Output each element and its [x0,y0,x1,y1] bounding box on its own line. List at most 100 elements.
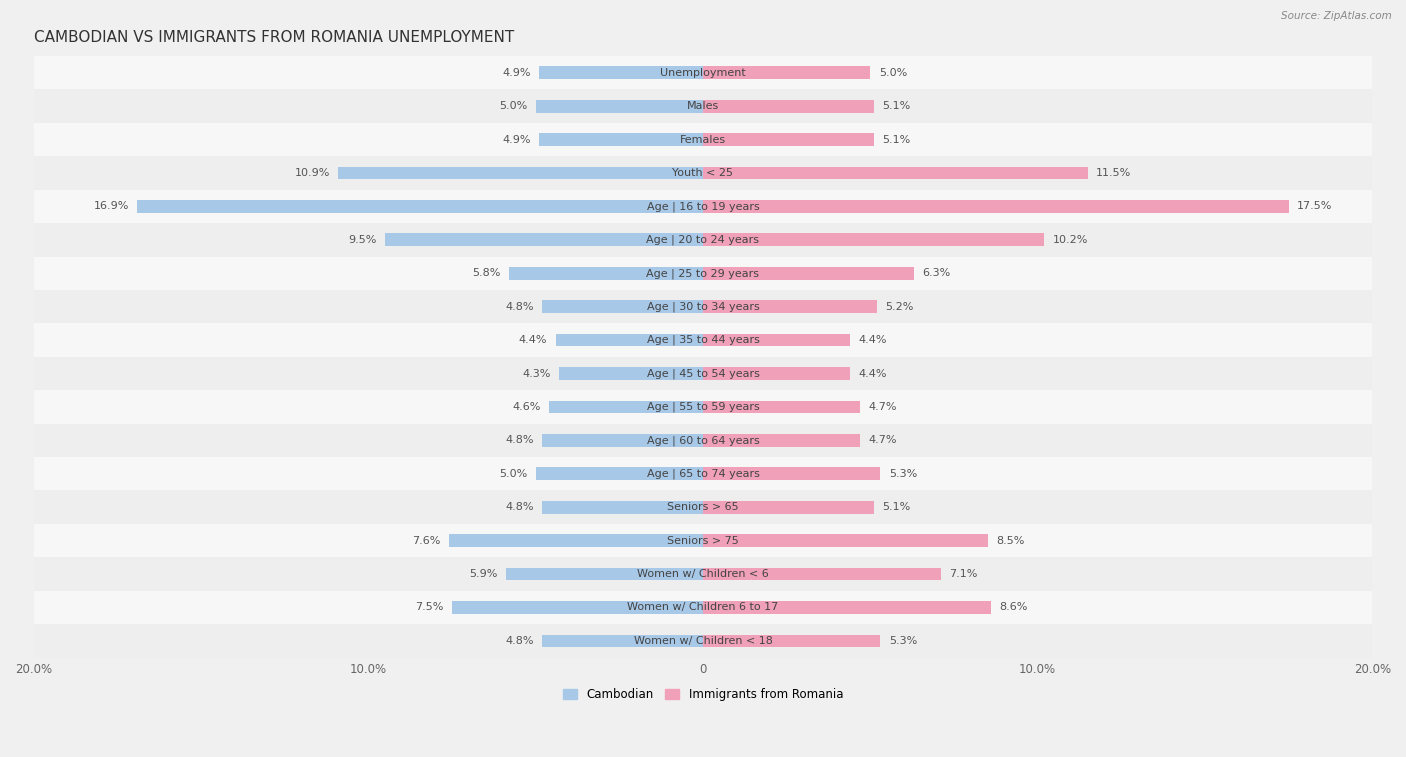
Bar [34,557,1372,590]
Text: 4.4%: 4.4% [519,335,547,345]
Text: Age | 16 to 19 years: Age | 16 to 19 years [647,201,759,212]
Bar [703,334,851,347]
Bar [34,625,1372,658]
Bar [543,634,703,647]
Text: 4.8%: 4.8% [506,302,534,312]
Bar [34,56,1372,89]
Text: Age | 45 to 54 years: Age | 45 to 54 years [647,368,759,378]
Bar [703,501,873,513]
Text: 7.5%: 7.5% [415,603,443,612]
Text: Women w/ Children < 18: Women w/ Children < 18 [634,636,772,646]
Text: 5.1%: 5.1% [882,135,910,145]
Bar [339,167,703,179]
Bar [703,233,1045,246]
Bar [536,467,703,480]
Bar [703,100,873,113]
Bar [34,390,1372,424]
Text: 4.9%: 4.9% [502,67,530,78]
Bar [560,367,703,380]
Bar [34,89,1372,123]
Text: 4.9%: 4.9% [502,135,530,145]
Text: 6.3%: 6.3% [922,268,950,279]
Bar [34,190,1372,223]
Text: Age | 30 to 34 years: Age | 30 to 34 years [647,301,759,312]
Text: Women w/ Children < 6: Women w/ Children < 6 [637,569,769,579]
Text: Youth < 25: Youth < 25 [672,168,734,178]
Text: 5.1%: 5.1% [882,502,910,512]
Text: 7.6%: 7.6% [412,536,440,546]
Text: Age | 25 to 29 years: Age | 25 to 29 years [647,268,759,279]
Bar [703,634,880,647]
Text: 16.9%: 16.9% [94,201,129,211]
Bar [506,568,703,581]
Bar [34,257,1372,290]
Text: 4.7%: 4.7% [869,435,897,445]
Bar [34,123,1372,156]
Bar [34,323,1372,357]
Text: 4.8%: 4.8% [506,435,534,445]
Text: CAMBODIAN VS IMMIGRANTS FROM ROMANIA UNEMPLOYMENT: CAMBODIAN VS IMMIGRANTS FROM ROMANIA UNE… [34,30,513,45]
Text: 5.0%: 5.0% [499,101,527,111]
Bar [34,223,1372,257]
Text: Unemployment: Unemployment [661,67,745,78]
Text: 4.4%: 4.4% [859,335,887,345]
Text: 4.4%: 4.4% [859,369,887,378]
Bar [703,200,1289,213]
Text: 10.9%: 10.9% [294,168,330,178]
Bar [543,301,703,313]
Bar [536,100,703,113]
Text: 5.0%: 5.0% [499,469,527,478]
Text: Seniors > 75: Seniors > 75 [666,536,740,546]
Text: Women w/ Children 6 to 17: Women w/ Children 6 to 17 [627,603,779,612]
Text: 5.2%: 5.2% [886,302,914,312]
Bar [543,434,703,447]
Text: 10.2%: 10.2% [1053,235,1088,245]
Text: Age | 55 to 59 years: Age | 55 to 59 years [647,402,759,413]
Bar [509,267,703,279]
Bar [703,367,851,380]
Bar [543,501,703,513]
Legend: Cambodian, Immigrants from Romania: Cambodian, Immigrants from Romania [558,684,848,706]
Bar [34,457,1372,491]
Bar [34,290,1372,323]
Text: 5.8%: 5.8% [472,268,501,279]
Text: 4.6%: 4.6% [512,402,541,412]
Bar [703,434,860,447]
Text: Source: ZipAtlas.com: Source: ZipAtlas.com [1281,11,1392,21]
Bar [703,601,991,614]
Text: 5.0%: 5.0% [879,67,907,78]
Bar [703,267,914,279]
Bar [34,357,1372,390]
Text: 4.3%: 4.3% [522,369,551,378]
Text: Age | 20 to 24 years: Age | 20 to 24 years [647,235,759,245]
Text: Age | 65 to 74 years: Age | 65 to 74 years [647,469,759,479]
Text: Age | 35 to 44 years: Age | 35 to 44 years [647,335,759,345]
Bar [703,534,987,547]
Text: 4.8%: 4.8% [506,636,534,646]
Text: 4.8%: 4.8% [506,502,534,512]
Bar [703,400,860,413]
Bar [34,491,1372,524]
Text: 5.3%: 5.3% [889,469,917,478]
Bar [548,400,703,413]
Text: 8.6%: 8.6% [1000,603,1028,612]
Bar [449,534,703,547]
Bar [703,467,880,480]
Text: 17.5%: 17.5% [1298,201,1333,211]
Bar [703,568,941,581]
Bar [703,133,873,146]
Text: Age | 60 to 64 years: Age | 60 to 64 years [647,435,759,446]
Bar [34,424,1372,457]
Bar [538,67,703,79]
Bar [34,524,1372,557]
Text: Males: Males [688,101,718,111]
Bar [451,601,703,614]
Text: 9.5%: 9.5% [349,235,377,245]
Text: 5.9%: 5.9% [468,569,498,579]
Bar [138,200,703,213]
Text: 11.5%: 11.5% [1097,168,1132,178]
Bar [538,133,703,146]
Bar [703,301,877,313]
Bar [34,590,1372,625]
Text: 5.3%: 5.3% [889,636,917,646]
